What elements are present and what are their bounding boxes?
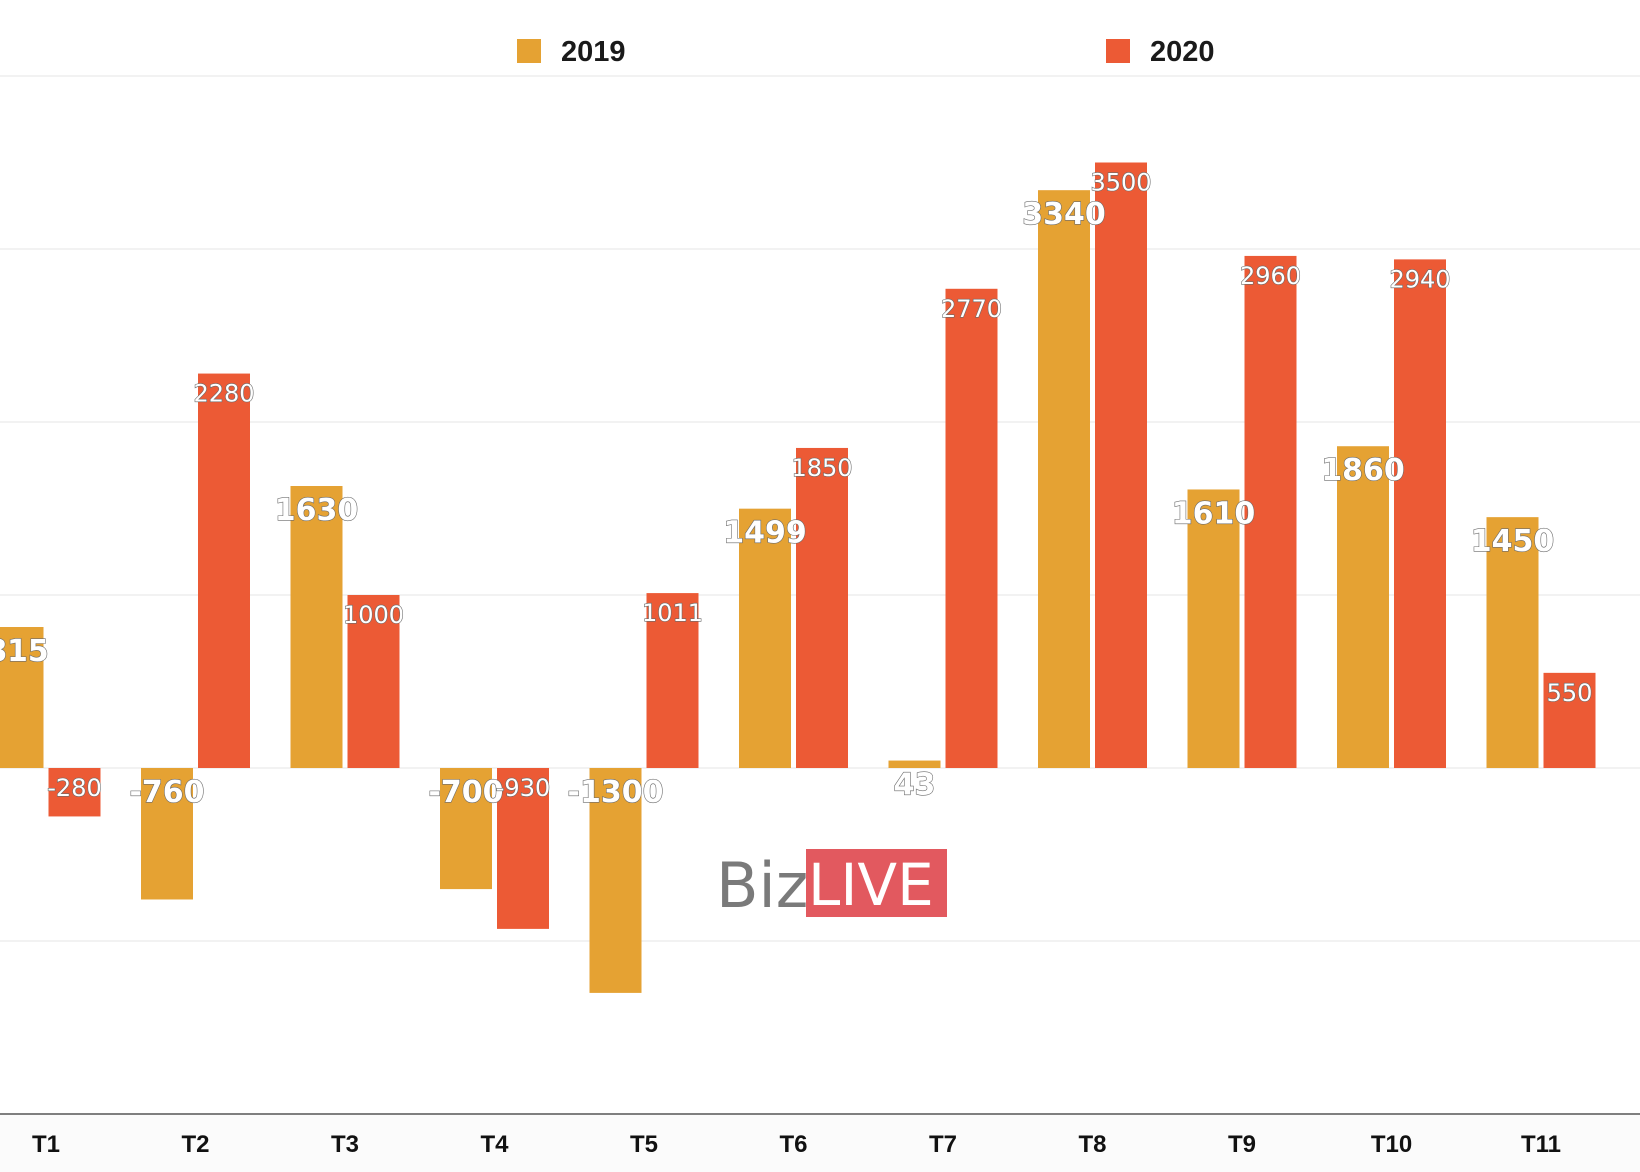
x-tick-label: T7	[929, 1131, 957, 1158]
x-tick-label: T3	[331, 1131, 359, 1158]
data-label-2019-T1: 815	[0, 634, 49, 669]
data-label-2020-T8: 3500	[1090, 169, 1151, 197]
data-label-2019-T2: -760	[129, 775, 204, 810]
x-tick-label: T9	[1228, 1131, 1256, 1158]
legend-label-2020: 2020	[1150, 36, 1215, 68]
x-tick-label: T1	[32, 1131, 60, 1158]
data-label-2019-T6: 1499	[723, 516, 807, 551]
bar-2019-T10	[1337, 446, 1389, 768]
data-label-2019-T10: 1860	[1321, 453, 1405, 488]
bar-2019-T11	[1486, 517, 1539, 768]
x-axis: T1T2T3T4T5T6T7T8T9T10T11T12	[0, 1113, 1640, 1172]
watermark-live-text: LIVE	[808, 851, 934, 919]
data-label-2020-T4: -930	[496, 774, 550, 802]
x-tick-label: T11	[1521, 1131, 1561, 1158]
data-label-2019-T7: 43	[894, 768, 936, 803]
x-axis-band	[0, 1115, 1640, 1172]
legend: 2019 2020	[517, 36, 1215, 68]
data-label-2019-T3: 1630	[275, 493, 359, 528]
watermark-live-background	[806, 849, 947, 917]
bar-2019-T5	[589, 768, 642, 993]
bar-2019-T7	[888, 760, 941, 768]
data-label-2020-T2: 2280	[193, 380, 254, 408]
bar-2020-T8	[1095, 162, 1147, 768]
data-label-2019-T5: -1300	[568, 775, 664, 810]
bar-2020-T3	[347, 595, 400, 768]
watermark-biz-text: Biz	[716, 849, 808, 922]
data-label-2020-T9: 2960	[1240, 262, 1301, 290]
legend-swatch-2020	[1106, 39, 1130, 63]
bar-2020-T1	[48, 768, 101, 817]
data-label-2020-T1: -280	[47, 774, 101, 802]
bizlive-watermark-logo: Biz LIVE	[716, 849, 947, 922]
data-label-2020-T5: 1011	[642, 599, 703, 627]
data-label-2020-T10: 2940	[1389, 265, 1450, 293]
data-label-2019-T4: -700	[428, 775, 503, 810]
bar-2020-T7	[945, 288, 998, 768]
data-label-2020-T11: 550	[1547, 679, 1593, 707]
data-labels: 815 -280 -760 2280 1630 1000 -700-930 -1300 1011…	[0, 168, 1593, 811]
legend-label-2019: 2019	[561, 36, 626, 68]
x-tick-label: T10	[1371, 1131, 1412, 1158]
bar-2019-T1	[0, 627, 44, 768]
bar-2019-T3	[290, 486, 343, 768]
legend-swatch-2019	[517, 39, 541, 63]
data-label-2019-T11: 1450	[1471, 524, 1555, 559]
bar-2019-T9	[1187, 489, 1240, 768]
x-tick-label: T6	[779, 1131, 807, 1158]
bars	[0, 162, 1596, 993]
data-label-2019-T8: 3340	[1022, 197, 1106, 232]
bar-2020-T6	[796, 447, 848, 768]
bar-2020-T9	[1244, 255, 1297, 769]
x-tick-label: T8	[1078, 1131, 1106, 1158]
bar-2020-T2	[198, 373, 250, 768]
bar-2020-T10	[1394, 259, 1446, 768]
bar-2019-T6	[739, 508, 791, 768]
x-tick-label: T5	[630, 1131, 658, 1158]
data-label-2020-T7: 2770	[941, 295, 1002, 323]
bar-2020-T5	[646, 593, 699, 768]
bar-2020-T11	[1543, 672, 1596, 768]
bar-2019-T2	[141, 768, 193, 900]
bar-2020-T4	[497, 768, 549, 929]
bar-2019-T8	[1038, 190, 1090, 768]
data-label-2019-T9: 1610	[1172, 496, 1256, 531]
data-label-2020-T6: 1850	[791, 454, 852, 482]
x-tick-label: T4	[480, 1131, 509, 1158]
bar-2019-T4	[440, 768, 492, 890]
data-label-2020-T3: 1000	[343, 601, 404, 629]
x-tick-label: T2	[181, 1131, 209, 1158]
